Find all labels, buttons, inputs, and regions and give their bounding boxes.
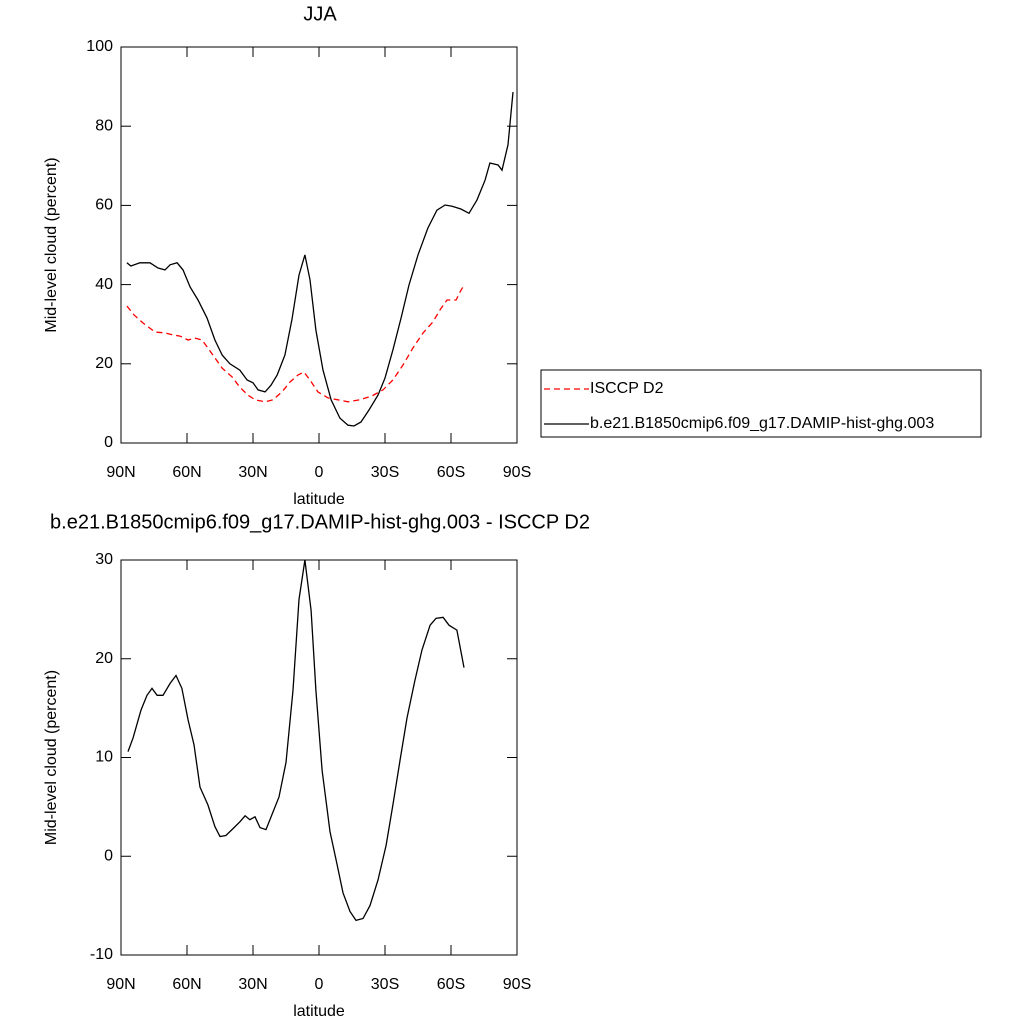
x-tick-label: 90S [503,464,531,481]
x-tick-label: 90N [106,976,135,993]
y-axis-label: Mid-level cloud (percent) [43,157,60,332]
x-tick-label: 0 [315,464,324,481]
x-axis-label: latitude [293,491,345,508]
y-tick-label: 10 [95,749,113,766]
x-tick-label: 60N [172,976,201,993]
x-tick-label: 30S [371,464,399,481]
y-tick-label: 20 [95,355,113,372]
legend-label: ISCCP D2 [590,380,664,397]
y-tick-label: 30 [95,551,113,568]
chart-title: b.e21.B1850cmip6.f09_g17.DAMIP-hist-ghg.… [50,511,590,533]
y-tick-label: 60 [95,197,113,214]
data-line [126,284,465,403]
y-tick-label: -10 [90,946,113,963]
legend-label: b.e21.B1850cmip6.f09_g17.DAMIP-hist-ghg.… [590,415,934,432]
chart-title: JJA [303,3,337,25]
x-axis-label: latitude [293,1003,345,1020]
plot-frame [120,46,518,444]
x-tick-label: 0 [315,976,324,993]
x-tick-label: 60S [437,464,465,481]
x-tick-label: 60S [437,976,465,993]
data-line [126,92,514,427]
y-tick-label: 0 [104,434,113,451]
y-tick-label: 80 [95,117,113,134]
data-line [127,559,465,922]
x-tick-label: 30S [371,976,399,993]
x-tick-label: 90N [106,464,135,481]
y-tick-label: 20 [95,650,113,667]
y-tick-label: 100 [86,38,113,55]
x-tick-label: 30N [238,464,267,481]
legend-box [540,369,982,438]
y-tick-label: 40 [95,276,113,293]
x-tick-label: 60N [172,464,201,481]
x-tick-label: 90S [503,976,531,993]
x-tick-label: 30N [238,976,267,993]
y-tick-label: 0 [104,847,113,864]
plot-frame [120,559,518,956]
y-axis-label: Mid-level cloud (percent) [43,670,60,845]
